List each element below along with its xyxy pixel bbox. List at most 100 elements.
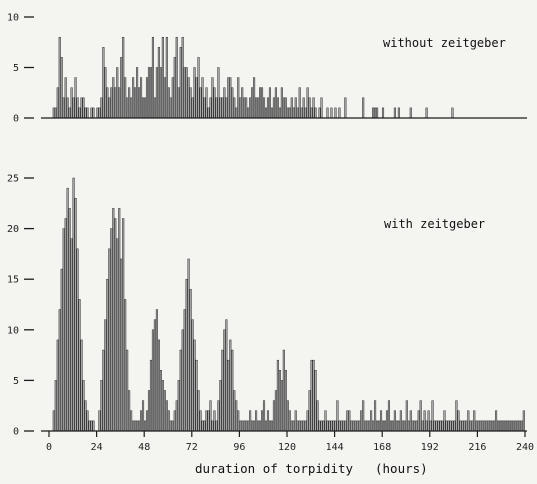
bar-with-zeitgeber-197h (439, 420, 442, 432)
bar-with-zeitgeber-199h (443, 410, 446, 432)
bar-with-zeitgeber-17h (82, 380, 85, 432)
bar-with-zeitgeber-189h (423, 410, 426, 432)
bar-without-zeitgeber-45h (138, 87, 141, 119)
bar-without-zeitgeber-53h (153, 97, 156, 119)
bar-with-zeitgeber-151h (348, 410, 351, 432)
bar-with-zeitgeber-26h (100, 380, 103, 432)
bar-with-zeitgeber-166h (378, 420, 381, 432)
bar-with-zeitgeber-41h (130, 410, 133, 432)
y-tick-label-with-zeitgeber-5: 5 (13, 376, 19, 387)
bar-without-zeitgeber-2h (52, 107, 55, 119)
bar-without-zeitgeber-15h (78, 107, 81, 119)
bar-with-zeitgeber-2h (52, 410, 55, 432)
bar-with-zeitgeber-93h (233, 390, 236, 432)
bar-with-zeitgeber-89h (225, 319, 228, 432)
x-tick-label-120: 120 (278, 442, 296, 453)
bar-without-zeitgeber-50h (147, 67, 151, 119)
bar-without-zeitgeber-4h (56, 87, 59, 119)
bar-without-zeitgeber-87h (221, 97, 224, 119)
bar-with-zeitgeber-129h (304, 420, 307, 432)
bar-without-zeitgeber-82h (211, 77, 214, 119)
bar-with-zeitgeber-120h (286, 400, 289, 432)
bar-with-zeitgeber-178h (401, 420, 404, 432)
bar-with-zeitgeber-179h (403, 420, 406, 432)
bar-with-zeitgeber-164h (374, 400, 377, 432)
bar-with-zeitgeber-48h (143, 420, 147, 432)
bar-without-zeitgeber-137h (320, 97, 323, 119)
bar-with-zeitgeber-11h (70, 238, 73, 432)
bar-with-zeitgeber-57h (161, 380, 164, 432)
bar-with-zeitgeber-112h (270, 420, 273, 432)
bar-without-zeitgeber-24h (96, 107, 99, 119)
bar-with-zeitgeber-228h (500, 420, 504, 432)
bar-without-zeitgeber-75h (197, 57, 200, 119)
bar-without-zeitgeber-104h (255, 97, 258, 119)
bar-with-zeitgeber-130h (306, 410, 309, 432)
bar-with-zeitgeber-162h (370, 410, 373, 432)
bar-with-zeitgeber-207h (459, 420, 462, 432)
bar-without-zeitgeber-136h (318, 107, 321, 119)
bar-with-zeitgeber-33h (114, 218, 117, 432)
bar-without-zeitgeber-168h (381, 107, 385, 119)
bar-with-zeitgeber-182h (409, 410, 412, 432)
bar-with-zeitgeber-152h (350, 420, 353, 432)
bar-with-zeitgeber-163h (372, 420, 375, 432)
bar-with-zeitgeber-220h (485, 420, 488, 432)
bar-with-zeitgeber-56h (159, 370, 162, 432)
y-tick-label-with-zeitgeber-10: 10 (7, 325, 19, 336)
panel-label-without-zeitgeber: without zeitgeber (383, 36, 506, 50)
bar-with-zeitgeber-7h (62, 228, 65, 432)
bar-without-zeitgeber-164h (374, 107, 377, 119)
bar-with-zeitgeber-153h (352, 420, 355, 432)
bar-with-zeitgeber-206h (457, 410, 460, 432)
bar-without-zeitgeber-165h (376, 107, 379, 119)
bar-with-zeitgeber-167h (379, 410, 383, 432)
bar-with-zeitgeber-210h (465, 420, 468, 432)
bar-without-zeitgeber-190h (425, 107, 428, 119)
bar-with-zeitgeber-59h (165, 400, 168, 432)
bar-with-zeitgeber-75h (197, 390, 200, 432)
bar-with-zeitgeber-225h (495, 410, 498, 432)
bar-without-zeitgeber-113h (272, 97, 275, 119)
bar-without-zeitgeber-44h (136, 67, 139, 119)
bar-without-zeitgeber-12h (72, 97, 75, 119)
bar-with-zeitgeber-118h (282, 349, 285, 432)
bar-with-zeitgeber-147h (340, 420, 343, 432)
bar-with-zeitgeber-186h (417, 410, 420, 432)
bar-with-zeitgeber-74h (195, 359, 198, 432)
bar-with-zeitgeber-29h (106, 278, 109, 432)
bar-with-zeitgeber-175h (395, 420, 398, 432)
bar-without-zeitgeber-85h (217, 67, 220, 119)
bar-with-zeitgeber-193h (431, 400, 434, 432)
bar-without-zeitgeber-62h (171, 77, 174, 119)
bar-without-zeitgeber-134h (314, 107, 317, 119)
bar-without-zeitgeber-32h (112, 77, 115, 119)
bar-without-zeitgeber-10h (68, 107, 71, 119)
bar-with-zeitgeber-202h (449, 420, 452, 432)
bar-with-zeitgeber-72h (191, 319, 194, 432)
bar-with-zeitgeber-106h (259, 420, 262, 432)
bar-with-zeitgeber-131h (308, 390, 311, 432)
bar-without-zeitgeber-25h (98, 107, 101, 119)
bar-with-zeitgeber-110h (266, 410, 270, 432)
bar-without-zeitgeber-94h (235, 107, 238, 119)
bar-with-zeitgeber-21h (90, 420, 93, 432)
bar-with-zeitgeber-73h (193, 339, 196, 432)
bar-without-zeitgeber-59h (165, 36, 168, 119)
bar-without-zeitgeber-123h (292, 107, 295, 119)
bar-with-zeitgeber-28h (104, 319, 107, 432)
bar-without-zeitgeber-114h (274, 87, 277, 119)
bar-with-zeitgeber-40h (128, 390, 131, 432)
bar-with-zeitgeber-37h (122, 218, 125, 432)
bar-with-zeitgeber-160h (366, 420, 369, 432)
x-tick-label-144: 144 (326, 442, 344, 453)
bar-without-zeitgeber-22h (92, 107, 95, 119)
bar-with-zeitgeber-226h (497, 420, 500, 432)
x-tick-label-192: 192 (421, 442, 439, 453)
bar-without-zeitgeber-103h (253, 77, 256, 119)
bar-group-with-zeitgeber (52, 177, 525, 432)
bar-with-zeitgeber-105h (257, 420, 260, 432)
panel-label-with-zeitgeber: with zeitgeber (384, 217, 485, 231)
bar-without-zeitgeber-57h (161, 36, 164, 119)
bar-with-zeitgeber-4h (56, 339, 59, 432)
